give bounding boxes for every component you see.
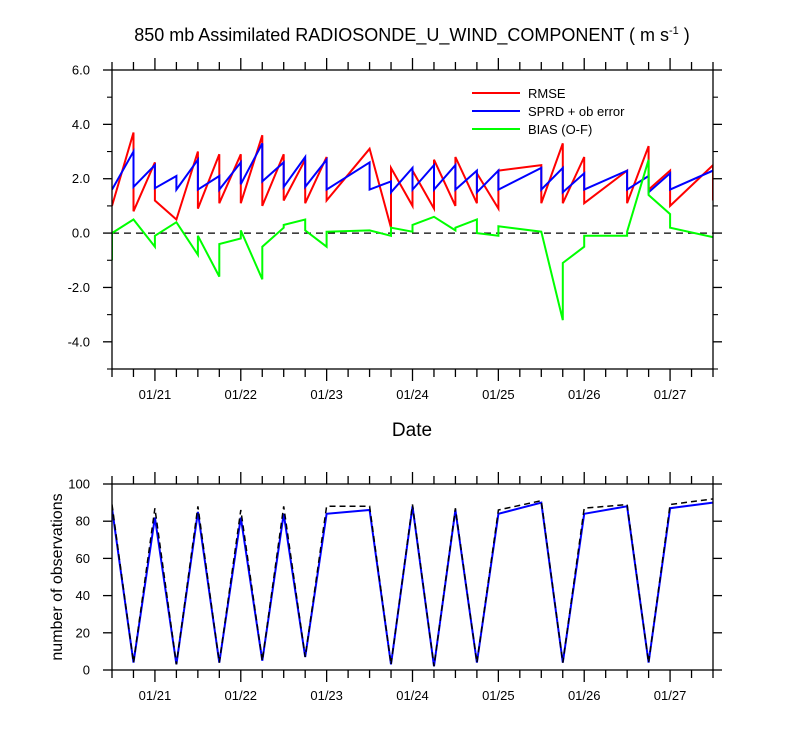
chart-title-end: ) [679,25,690,45]
bottom-x-tick-label: 01/27 [654,688,687,703]
top-y-tick-label: -4.0 [68,334,90,349]
legend-label-bias: BIAS (O-F) [528,122,592,137]
bottom-x-tick-label: 01/21 [139,688,172,703]
bottom-y-tick-label: 20 [76,625,90,640]
bottom-y-tick-label: 60 [76,551,90,566]
top-axes: 01/21 01/22 01/23 01/24 01/25 01/26 01/27 -4.0 -… [68,58,722,402]
bottom-axes: 01/21 01/22 01/23 01/24 01/25 01/26 01/27 0 20 40… [68,472,722,703]
top-x-tick-label: 01/27 [654,387,687,402]
legend-label-sprd: SPRD + ob error [528,104,625,119]
legend-label-rmse: RMSE [528,86,566,101]
top-y-tick-label: 0.0 [72,226,90,241]
bottom-x-tick-label: 01/23 [310,688,343,703]
y-axis-label-observations: number of observations [49,493,66,660]
bottom-x-tick-label: 01/22 [225,688,258,703]
bottom-series-group [112,498,713,667]
chart-title-text: 850 mb Assimilated RADIOSONDE_U_WIND_COM… [134,25,669,46]
top-y-tick-label: -2.0 [68,280,90,295]
observations-chart: 01/21 01/22 01/23 01/24 01/25 01/26 01/27 0 20 40… [49,472,722,703]
top-y-tick-label: 2.0 [72,171,90,186]
legend: RMSE SPRD + ob error BIAS (O-F) [472,86,625,137]
chart-title: 850 mb Assimilated RADIOSONDE_U_WIND_COM… [134,25,690,46]
top-series-rmse [112,132,713,228]
top-x-tick-label: 01/23 [310,387,343,402]
bottom-y-tick-label: 100 [68,477,90,492]
bottom-series-obs-used [112,501,713,667]
top-series-group [112,132,713,321]
x-axis-label: Date [392,420,432,441]
bottom-y-tick-label: 0 [83,663,90,678]
top-plot-frame [111,69,714,370]
top-x-tick-label: 01/21 [139,387,172,402]
chart-title-superscript: -1 [669,25,679,37]
bottom-y-tick-label: 40 [76,588,90,603]
bottom-series-obs-possible [112,498,713,667]
top-y-tick-label: 4.0 [72,117,90,132]
bottom-plot-frame [111,483,714,671]
bottom-x-tick-label: 01/25 [482,688,515,703]
top-series-sprd-ob-error [112,142,713,195]
top-x-tick-label: 01/22 [225,387,258,402]
top-y-tick-label: 6.0 [72,63,90,78]
rmse-bias-chart: 01/21 01/22 01/23 01/24 01/25 01/26 01/27 -4.0 -… [68,58,722,441]
bottom-y-tick-label: 80 [76,514,90,529]
bottom-x-tick-label: 01/26 [568,688,601,703]
top-series-bias-o-f [112,159,713,321]
top-x-tick-label: 01/24 [396,387,429,402]
top-x-tick-label: 01/26 [568,387,601,402]
bottom-x-tick-label: 01/24 [396,688,429,703]
top-x-tick-label: 01/25 [482,387,515,402]
